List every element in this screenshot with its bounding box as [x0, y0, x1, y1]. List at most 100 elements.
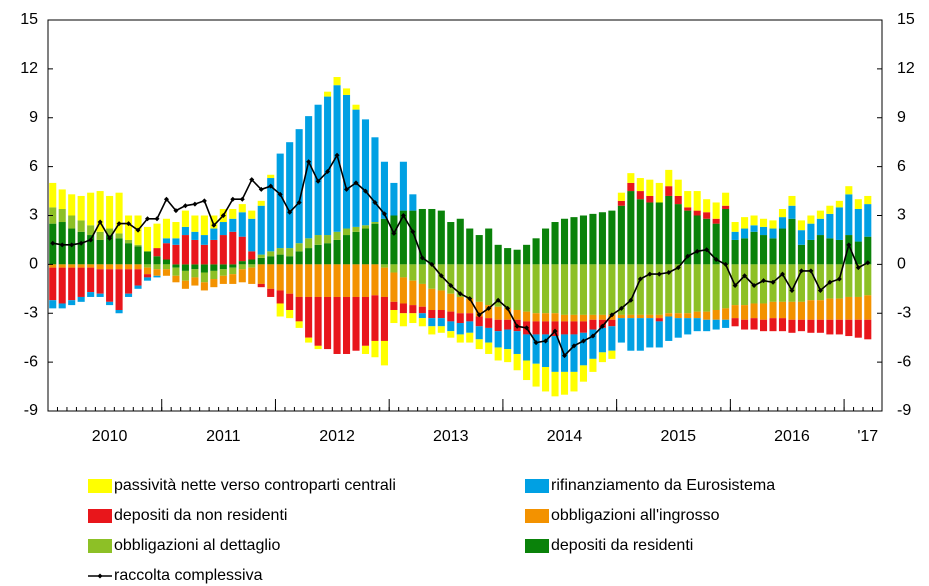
- bar: [418, 318, 426, 327]
- bar: [864, 295, 872, 320]
- legend-label: raccolta complessiva: [114, 567, 263, 584]
- bar: [115, 233, 123, 239]
- line-marker: [220, 213, 226, 218]
- bar: [162, 269, 171, 276]
- bar: [769, 301, 777, 319]
- bar: [627, 314, 635, 319]
- bar: [693, 318, 701, 332]
- bar: [523, 334, 531, 361]
- bar: [447, 264, 455, 294]
- line-marker: [590, 333, 596, 339]
- bar: [361, 264, 370, 297]
- line-marker: [524, 325, 530, 331]
- bar: [428, 309, 436, 319]
- bar: [342, 228, 351, 236]
- bar: [162, 243, 171, 260]
- bar: [305, 337, 313, 343]
- bar: [551, 313, 559, 322]
- bar: [627, 318, 635, 351]
- bar: [418, 306, 426, 314]
- bar: [352, 231, 360, 265]
- bar: [210, 270, 218, 280]
- bar: [636, 191, 644, 200]
- bar: [456, 296, 464, 314]
- bar: [115, 264, 123, 270]
- bar: [77, 267, 85, 297]
- bar: [589, 329, 597, 359]
- bar: [608, 264, 616, 315]
- bar: [778, 318, 787, 332]
- bar: [722, 264, 730, 309]
- bar: [153, 248, 161, 257]
- line-marker: [713, 256, 719, 262]
- bar: [655, 318, 663, 322]
- line-marker: [116, 221, 122, 227]
- bar: [788, 301, 796, 320]
- bar: [741, 305, 749, 320]
- bar: [475, 326, 483, 340]
- line-marker: [448, 283, 454, 289]
- bar: [267, 174, 275, 179]
- bar: [741, 319, 749, 330]
- bar: [352, 264, 360, 297]
- bar: [267, 288, 275, 297]
- bar: [750, 318, 758, 330]
- bar: [333, 264, 341, 297]
- bar: [523, 264, 531, 312]
- bar: [570, 334, 578, 372]
- bar: [399, 264, 407, 278]
- line-marker: [457, 291, 463, 297]
- bar: [807, 300, 815, 320]
- line-marker: [808, 268, 814, 274]
- bar: [219, 222, 227, 236]
- bar: [741, 264, 749, 306]
- bar: [58, 264, 66, 268]
- bar: [390, 264, 398, 273]
- line-marker: [381, 211, 387, 217]
- bar: [674, 195, 682, 205]
- bar: [485, 327, 493, 343]
- bar: [191, 264, 199, 270]
- bar: [741, 217, 749, 229]
- bar: [257, 254, 265, 258]
- bar: [143, 267, 152, 275]
- bar: [380, 161, 388, 219]
- bar: [257, 264, 265, 284]
- bar: [276, 290, 284, 304]
- bar: [115, 269, 123, 310]
- bar: [494, 244, 502, 265]
- bar: [759, 226, 768, 236]
- bar: [210, 279, 218, 288]
- bar: [636, 199, 644, 265]
- bar: [267, 178, 275, 252]
- bar: [797, 301, 805, 320]
- bar: [636, 264, 644, 315]
- bar: [191, 215, 199, 232]
- bar: [191, 231, 199, 240]
- bar: [361, 225, 370, 229]
- bar: [759, 319, 768, 332]
- bar: [456, 264, 464, 297]
- bar: [703, 311, 711, 320]
- legend-label: depositi da residenti: [551, 537, 693, 554]
- bar: [68, 194, 76, 216]
- bar: [579, 314, 588, 322]
- bar: [504, 248, 512, 265]
- bar: [314, 244, 322, 265]
- bar: [475, 235, 483, 265]
- line-marker: [732, 283, 738, 289]
- bar: [769, 228, 777, 239]
- bar: [371, 295, 379, 341]
- bar: [210, 228, 218, 240]
- bar: [693, 264, 701, 312]
- bar: [598, 352, 606, 363]
- y2-tick-label: 12: [897, 60, 915, 77]
- bar: [608, 350, 616, 359]
- line-marker: [201, 198, 207, 204]
- bar: [172, 222, 180, 239]
- bar: [598, 314, 606, 320]
- bar: [305, 238, 313, 249]
- bar: [560, 218, 569, 265]
- bar: [371, 137, 379, 223]
- bar: [845, 186, 853, 195]
